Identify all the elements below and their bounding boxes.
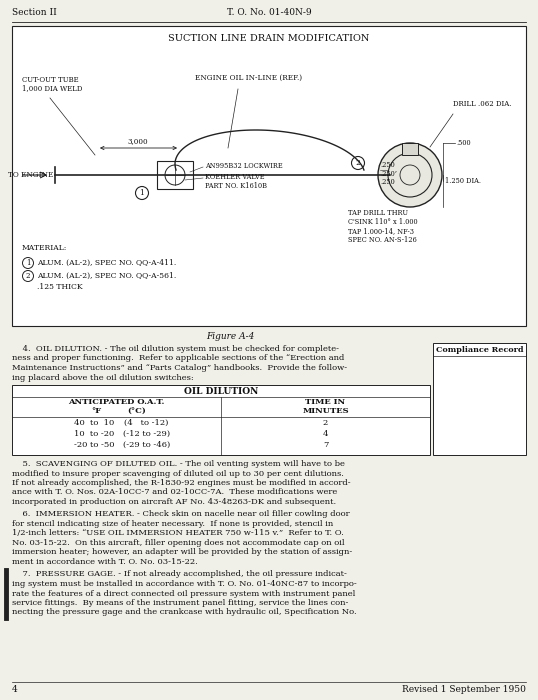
Text: ness and proper functioning.  Refer to applicable sections of the “Erection and: ness and proper functioning. Refer to ap… (12, 354, 344, 363)
Circle shape (378, 143, 442, 207)
Text: 1/2-inch letters: “USE OIL IMMERSION HEATER 750 w-115 v.”  Refer to T. O.: 1/2-inch letters: “USE OIL IMMERSION HEA… (12, 529, 344, 538)
Circle shape (351, 157, 365, 169)
Text: TAP DRILL THRU: TAP DRILL THRU (348, 209, 408, 217)
Text: MINUTES: MINUTES (302, 407, 349, 415)
Text: ment in accordance with T. O. No. 03-15-22.: ment in accordance with T. O. No. 03-15-… (12, 558, 198, 566)
Circle shape (23, 270, 33, 281)
Text: TAP 1.000-14, NF-3: TAP 1.000-14, NF-3 (348, 227, 414, 235)
Circle shape (136, 186, 148, 200)
Text: .250’: .250’ (380, 170, 397, 178)
Circle shape (23, 258, 33, 269)
Text: (°C): (°C) (127, 407, 146, 415)
Text: Figure A-4: Figure A-4 (206, 332, 254, 341)
Text: 10  to -20: 10 to -20 (74, 430, 115, 438)
Text: rate the features of a direct connected oil pressure system with instrument pane: rate the features of a direct connected … (12, 589, 356, 598)
Bar (12, 385, 430, 455)
Text: necting the pressure gage and the crankcase with hydraulic oil, Specification No: necting the pressure gage and the crankc… (12, 608, 357, 617)
Text: C'SINK 110° x 1.000: C'SINK 110° x 1.000 (348, 218, 417, 226)
Text: 2: 2 (356, 159, 360, 167)
Text: °F: °F (91, 407, 102, 415)
Text: MATERIAL:: MATERIAL: (22, 244, 67, 252)
Text: ing placard above the oil dilution switches:: ing placard above the oil dilution switc… (12, 374, 194, 382)
Text: ANTICIPATED O.A.T.: ANTICIPATED O.A.T. (68, 398, 165, 406)
Text: 4: 4 (323, 430, 328, 438)
Text: CUT-OUT TUBE: CUT-OUT TUBE (22, 76, 79, 84)
Text: PART NO. K1610B: PART NO. K1610B (205, 182, 267, 190)
Text: -20 to -50: -20 to -50 (74, 441, 115, 449)
Text: .500: .500 (456, 139, 471, 147)
Text: Maintenance Instructions” and “Parts Catalog” handbooks.  Provide the follow-: Maintenance Instructions” and “Parts Cat… (12, 364, 347, 372)
Text: Compliance Record: Compliance Record (436, 346, 523, 354)
Text: 2: 2 (323, 419, 328, 427)
Text: 7: 7 (323, 441, 328, 449)
Text: modified to insure proper scavenging of diluted oil up to 30 per cent dilutions.: modified to insure proper scavenging of … (12, 470, 344, 477)
Text: 4.  OIL DILUTION. - The oil dilution system must be checked for complete-: 4. OIL DILUTION. - The oil dilution syst… (12, 345, 339, 353)
Bar (433, 343, 526, 455)
Text: for stencil indicating size of heater necessary.  If none is provided, stencil i: for stencil indicating size of heater ne… (12, 520, 333, 528)
Text: ance with T. O. Nos. 02A-10CC-7 and 02-10CC-7A.  These modifications were: ance with T. O. Nos. 02A-10CC-7 and 02-1… (12, 489, 337, 496)
Text: SUCTION LINE DRAIN MODIFICATION: SUCTION LINE DRAIN MODIFICATION (168, 34, 370, 43)
Text: ENGINE OIL IN-LINE (REF.): ENGINE OIL IN-LINE (REF.) (195, 74, 302, 82)
Text: 5.  SCAVENGING OF DILUTED OIL. - The oil venting system will have to be: 5. SCAVENGING OF DILUTED OIL. - The oil … (12, 460, 345, 468)
Text: 1: 1 (26, 259, 30, 267)
Text: 4: 4 (12, 685, 18, 694)
Text: (4   to -12): (4 to -12) (124, 419, 169, 427)
Text: Section II: Section II (12, 8, 56, 17)
Text: KOEHLER VALVE: KOEHLER VALVE (205, 173, 265, 181)
Text: DRILL .062 DIA.: DRILL .062 DIA. (453, 100, 512, 108)
Text: incorporated in production on aircraft AF No. 43-48263-DK and subsequent.: incorporated in production on aircraft A… (12, 498, 336, 506)
Text: SPEC NO. AN-S-126: SPEC NO. AN-S-126 (348, 236, 417, 244)
Text: ALUM. (AL-2), SPEC NO. QQ-A-561.: ALUM. (AL-2), SPEC NO. QQ-A-561. (37, 272, 176, 280)
Text: No. 03-15-22.  On this aircraft, filler opening does not accommodate cap on oil: No. 03-15-22. On this aircraft, filler o… (12, 539, 345, 547)
Text: AN995B32 LOCKWIRE: AN995B32 LOCKWIRE (205, 162, 283, 170)
Text: service fittings.  By means of the instrument panel fitting, service the lines c: service fittings. By means of the instru… (12, 599, 349, 607)
Text: ALUM. (AL-2), SPEC NO. QQ-A-411.: ALUM. (AL-2), SPEC NO. QQ-A-411. (37, 259, 176, 267)
Text: 2: 2 (26, 272, 30, 280)
Text: 1,000 DIA WELD: 1,000 DIA WELD (22, 84, 82, 92)
Text: 6.  IMMERSION HEATER. - Check skin on nacelle near oil filler cowling door: 6. IMMERSION HEATER. - Check skin on nac… (12, 510, 350, 519)
Text: OIL DILUTION: OIL DILUTION (184, 387, 258, 396)
Text: 1.250 DIA.: 1.250 DIA. (445, 177, 481, 185)
Text: .125 THICK: .125 THICK (37, 283, 83, 291)
Text: TO ENGINE: TO ENGINE (8, 171, 53, 179)
Text: 40  to  10: 40 to 10 (74, 419, 115, 427)
Bar (12, 26, 526, 326)
Text: Revised 1 September 1950: Revised 1 September 1950 (402, 685, 526, 694)
Text: immersion heater; however, an adapter will be provided by the station of assign-: immersion heater; however, an adapter wi… (12, 549, 352, 557)
Text: 7.  PRESSURE GAGE. - If not already accomplished, the oil pressure indicat-: 7. PRESSURE GAGE. - If not already accom… (12, 570, 347, 578)
Text: ing system must be installed in accordance with T. O. No. 01-40NC-87 to incorpo-: ing system must be installed in accordan… (12, 580, 357, 588)
Text: (-29 to -46): (-29 to -46) (123, 441, 170, 449)
Text: 1: 1 (139, 189, 144, 197)
Bar (157, 161, 193, 189)
Text: If not already accomplished, the R-1830-92 engines must be modified in accord-: If not already accomplished, the R-1830-… (12, 479, 351, 487)
Text: .250: .250 (380, 178, 395, 186)
Text: (-12 to -29): (-12 to -29) (123, 430, 170, 438)
Bar (402, 143, 418, 155)
Text: TIME IN: TIME IN (306, 398, 345, 406)
Text: 3,000: 3,000 (128, 137, 148, 145)
Text: .250: .250 (380, 161, 395, 169)
Text: T. O. No. 01-40N-9: T. O. No. 01-40N-9 (226, 8, 312, 17)
